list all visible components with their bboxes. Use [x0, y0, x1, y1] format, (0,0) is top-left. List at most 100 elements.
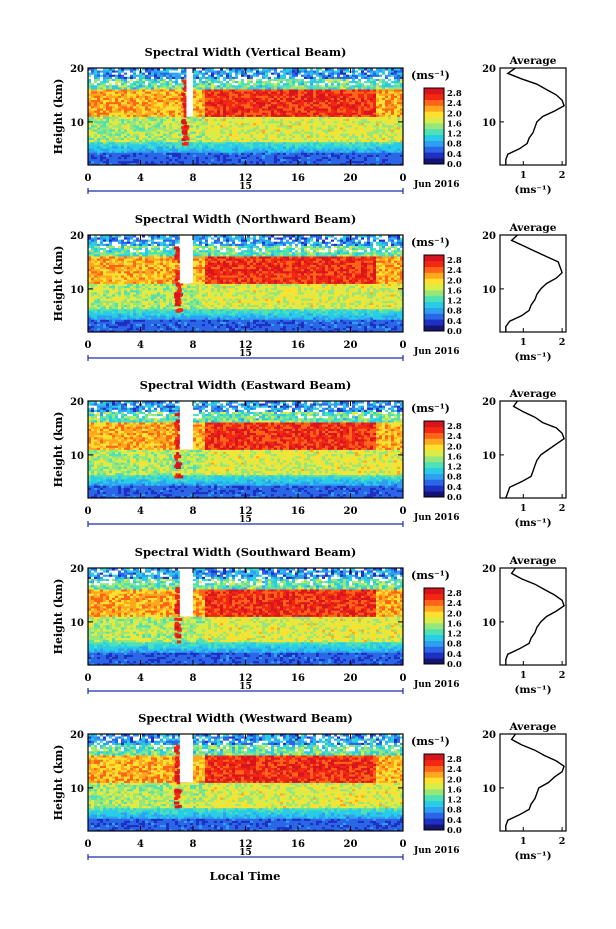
heatmap-cell [241, 154, 245, 157]
heatmap-cell [115, 93, 119, 96]
heatmap-cell [118, 150, 122, 153]
heatmap-cell [118, 116, 122, 120]
heatmap-cell [97, 110, 101, 113]
heatmap-cell [205, 122, 209, 126]
heatmap-cell [163, 93, 167, 96]
heatmap-cell [178, 97, 182, 101]
heatmap-cell [166, 72, 170, 75]
heatmap-cell [241, 93, 245, 96]
heatmap-cell [274, 84, 278, 88]
heatmap-cell [151, 146, 155, 149]
heatmap-cell [289, 103, 293, 107]
heatmap-cell [97, 162, 101, 166]
heatmap-cell [142, 93, 146, 96]
heatmap-cell [268, 122, 272, 126]
heatmap-cell [307, 103, 311, 107]
heatmap-cell [241, 135, 245, 138]
heatmap-cell [211, 72, 215, 75]
heatmap-cell [322, 101, 326, 105]
heatmap-cell [148, 139, 152, 143]
heatmap-cell [154, 78, 158, 82]
heatmap-cell [163, 146, 167, 149]
heatmap-cell [232, 131, 236, 134]
heatmap-cells [88, 235, 404, 333]
heatmap-cell [238, 160, 242, 164]
data-gap-cell [91, 80, 95, 84]
heatmap-cell [244, 131, 248, 134]
heatmap-cell [271, 103, 275, 107]
heatmap-cell [250, 86, 254, 90]
heatmap-cell [169, 72, 173, 75]
heatmap-cell [250, 139, 254, 143]
heatmap-cell [238, 82, 242, 86]
heatmap-cell [112, 116, 116, 120]
heatmap-cell [133, 127, 137, 130]
heatmap-cell [151, 122, 155, 126]
heatmap-cell [319, 112, 323, 115]
heatmap-cell [148, 112, 152, 115]
heatmap-cell [262, 160, 266, 164]
heatmap-cell [160, 95, 164, 98]
heatmap-cell [247, 143, 251, 147]
heatmap-cell [238, 143, 242, 147]
heatmap-cell [124, 93, 128, 96]
heatmap-cell [193, 112, 197, 115]
heatmap-cell [223, 122, 227, 126]
heatmap-cell [205, 84, 209, 88]
heatmap-cell [211, 101, 215, 105]
heatmap-cell [139, 80, 143, 84]
heatmap-cell [271, 97, 275, 101]
heatmap-cell [319, 154, 323, 157]
heatmap-cell [151, 86, 155, 90]
heatmap-cell [304, 139, 308, 143]
heatmap-cell [217, 91, 221, 94]
heatmap-cell [166, 84, 170, 88]
heatmap-cell [88, 68, 92, 71]
heatmap-cell [139, 139, 143, 143]
heatmap-cell [274, 129, 278, 132]
heatmap-cell [271, 148, 275, 151]
heatmap-cell [286, 146, 290, 149]
heatmap-cell [229, 131, 233, 134]
heatmap-cell [247, 110, 251, 113]
heatmap-cell [307, 95, 311, 98]
heatmap-cell [229, 156, 233, 160]
heatmap-cell [151, 152, 155, 155]
heatmap-cell [211, 91, 215, 94]
heatmap-cell [160, 118, 164, 122]
heatmap-cell [328, 129, 332, 132]
heatmap-cell [310, 158, 314, 162]
heatmap-cell [133, 141, 137, 145]
heatmap-cell [295, 84, 299, 88]
heatmap-cell [97, 160, 101, 164]
heatmap-cell [286, 89, 290, 92]
heatmap-cell [160, 143, 164, 147]
heatmap-cell [133, 156, 137, 160]
data-gap-cell [115, 72, 119, 75]
heatmap-cell [196, 82, 200, 86]
heatmap-cell [172, 72, 176, 75]
heatmap-cell [157, 101, 161, 105]
heatmap-cell [253, 146, 257, 149]
heatmap-cell [214, 78, 218, 82]
heatmap-cell [277, 97, 281, 101]
heatmap-cell [226, 131, 230, 134]
heatmap-cell [295, 156, 299, 160]
heatmap-cell [310, 103, 314, 107]
heatmap-cell [178, 105, 182, 109]
heatmap-cell [178, 154, 182, 157]
heatmap-cell [148, 158, 152, 162]
heatmap-cell [115, 146, 119, 149]
heatmap-cell [259, 112, 263, 115]
heatmap-cell [298, 105, 302, 109]
heatmap-cell [142, 112, 146, 115]
heatmap-cell [205, 148, 209, 151]
heatmap-cell [313, 89, 317, 92]
heatmap-cell [250, 74, 254, 77]
heatmap-cell [130, 114, 134, 117]
heatmap-cell [280, 141, 284, 145]
heatmap-cell [196, 143, 200, 147]
heatmap-cell [193, 141, 197, 145]
heatmap-cell [112, 156, 116, 160]
colorbar-swatch [424, 146, 444, 153]
